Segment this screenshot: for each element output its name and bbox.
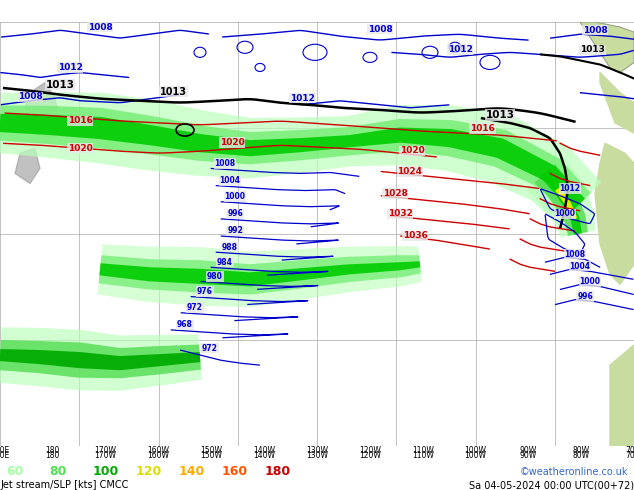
Text: 1000: 1000 xyxy=(555,209,576,218)
Text: 1028: 1028 xyxy=(382,189,408,198)
Text: 1020: 1020 xyxy=(220,138,245,147)
Text: 90W: 90W xyxy=(520,445,537,455)
Text: 1013: 1013 xyxy=(46,79,75,90)
Text: 140W: 140W xyxy=(253,451,275,460)
Text: Jet stream/SLP [kts] CMCC: Jet stream/SLP [kts] CMCC xyxy=(0,480,128,490)
Text: 972: 972 xyxy=(202,343,218,352)
Text: 968: 968 xyxy=(177,320,193,329)
Text: 160W: 160W xyxy=(148,451,169,460)
Text: 170W: 170W xyxy=(94,445,117,455)
Polygon shape xyxy=(526,157,595,238)
Polygon shape xyxy=(15,148,40,184)
Text: 1012: 1012 xyxy=(448,45,472,54)
Polygon shape xyxy=(0,92,601,225)
Text: 120W: 120W xyxy=(359,445,381,455)
Text: 170E: 170E xyxy=(0,445,10,455)
Text: 996: 996 xyxy=(227,209,243,218)
Text: 130W: 130W xyxy=(306,445,328,455)
Text: 80W: 80W xyxy=(573,451,590,460)
Polygon shape xyxy=(25,83,60,138)
Text: 100: 100 xyxy=(93,465,119,478)
Text: 180: 180 xyxy=(46,451,60,460)
Polygon shape xyxy=(610,345,634,446)
Text: 160W: 160W xyxy=(148,445,169,455)
Text: 120: 120 xyxy=(136,465,162,478)
Polygon shape xyxy=(98,244,422,307)
Polygon shape xyxy=(0,114,585,209)
Text: 80W: 80W xyxy=(573,445,590,455)
Text: 1013: 1013 xyxy=(486,110,515,120)
Text: 110W: 110W xyxy=(411,451,434,460)
Text: 180: 180 xyxy=(46,445,60,455)
Text: 984: 984 xyxy=(217,258,233,267)
Polygon shape xyxy=(540,170,582,235)
Text: 996: 996 xyxy=(577,292,593,301)
Text: 1012: 1012 xyxy=(290,94,315,103)
Text: 170E: 170E xyxy=(0,451,10,460)
Text: 1032: 1032 xyxy=(387,209,413,218)
Text: 1008: 1008 xyxy=(583,25,607,35)
Text: 130W: 130W xyxy=(306,451,328,460)
Text: 170W: 170W xyxy=(94,451,117,460)
Text: 1008: 1008 xyxy=(18,92,42,101)
Text: 100W: 100W xyxy=(465,445,486,455)
Polygon shape xyxy=(99,255,421,294)
Text: 60: 60 xyxy=(6,465,23,478)
Text: 180: 180 xyxy=(265,465,291,478)
Polygon shape xyxy=(555,187,578,220)
Text: 100W: 100W xyxy=(465,451,486,460)
Text: 1004: 1004 xyxy=(569,262,590,271)
Text: 1016: 1016 xyxy=(68,117,93,125)
Text: 150W: 150W xyxy=(200,451,223,460)
Text: 150W: 150W xyxy=(200,445,223,455)
Text: 140: 140 xyxy=(179,465,205,478)
Text: 1013: 1013 xyxy=(580,46,605,54)
Text: 110W: 110W xyxy=(411,445,434,455)
Text: 1024: 1024 xyxy=(398,167,422,176)
Text: 992: 992 xyxy=(227,226,243,236)
Text: 976: 976 xyxy=(197,287,213,296)
Text: 1004: 1004 xyxy=(219,176,240,185)
Text: 1012: 1012 xyxy=(559,184,581,193)
Text: 1016: 1016 xyxy=(470,124,495,133)
Polygon shape xyxy=(595,143,634,284)
Text: 1000: 1000 xyxy=(224,192,245,201)
Text: 70W: 70W xyxy=(625,451,634,460)
Text: 1012: 1012 xyxy=(58,63,82,72)
Text: 1008: 1008 xyxy=(564,250,586,259)
Text: 980: 980 xyxy=(207,272,223,281)
Polygon shape xyxy=(0,340,201,378)
Text: 1020: 1020 xyxy=(400,146,425,155)
Text: 90W: 90W xyxy=(520,451,537,460)
Text: 120W: 120W xyxy=(359,451,381,460)
Text: 140W: 140W xyxy=(253,445,275,455)
Text: 1020: 1020 xyxy=(68,144,93,153)
Text: 160: 160 xyxy=(222,465,248,478)
Polygon shape xyxy=(0,349,200,370)
Polygon shape xyxy=(580,22,634,73)
Polygon shape xyxy=(100,261,420,287)
Text: ©weatheronline.co.uk: ©weatheronline.co.uk xyxy=(519,466,628,477)
Text: 70W: 70W xyxy=(625,445,634,455)
Polygon shape xyxy=(534,164,588,236)
Text: 1008: 1008 xyxy=(368,24,392,34)
Text: 1036: 1036 xyxy=(403,231,427,241)
Polygon shape xyxy=(0,327,202,391)
Text: 1000: 1000 xyxy=(579,277,600,286)
Text: 1008: 1008 xyxy=(87,23,112,31)
Text: Sa 04-05-2024 00:00 UTC(00+72): Sa 04-05-2024 00:00 UTC(00+72) xyxy=(469,480,634,490)
Text: 80: 80 xyxy=(49,465,67,478)
Text: 972: 972 xyxy=(187,303,203,312)
Text: 1013: 1013 xyxy=(160,87,187,97)
Text: 988: 988 xyxy=(222,243,238,251)
Polygon shape xyxy=(0,105,591,215)
Polygon shape xyxy=(600,73,634,133)
Text: 1008: 1008 xyxy=(214,159,236,168)
